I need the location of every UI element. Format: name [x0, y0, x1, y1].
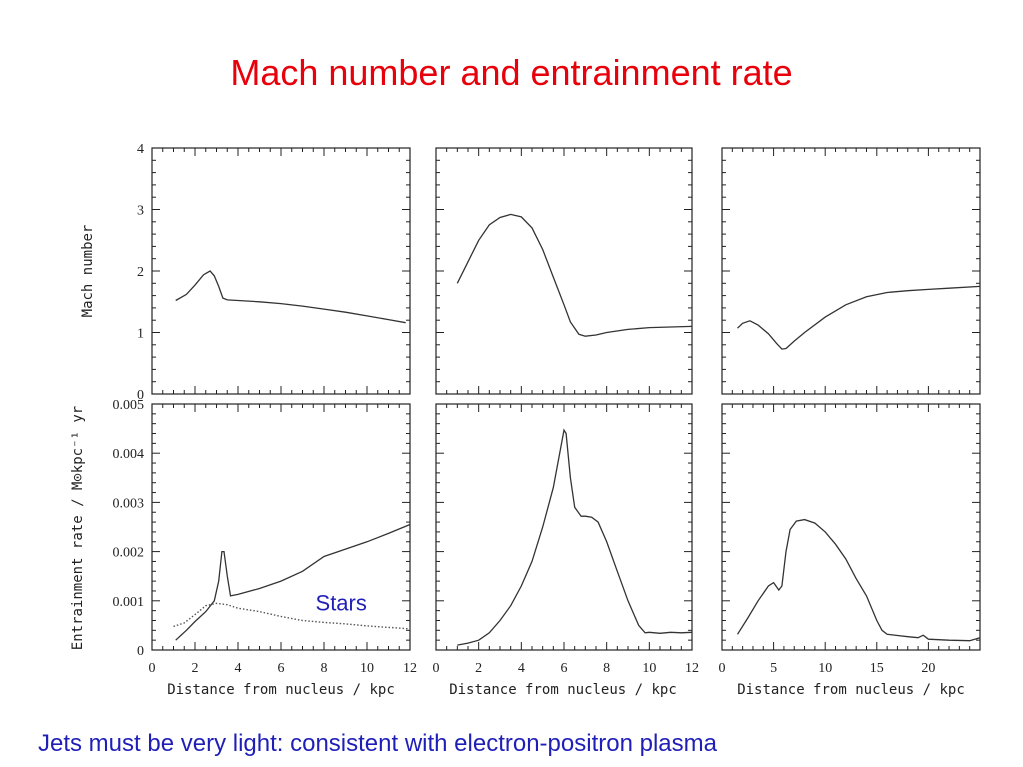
- panel-frame: [435, 403, 693, 651]
- series-line-jet: [175, 270, 406, 324]
- series-line-jet: [456, 213, 693, 337]
- y-axis-label-entrainment: Entrainment rate / M⊙kpc⁻¹ yr: [70, 406, 86, 650]
- x-tick-label: 4: [235, 661, 242, 676]
- x-tick-label: 20: [921, 661, 935, 676]
- y-tick-label: 3: [137, 204, 144, 219]
- y-tick-label: 4: [137, 142, 144, 157]
- series-line-jet: [736, 518, 981, 642]
- series-line-jet: [175, 523, 411, 641]
- panel-frame: [721, 403, 981, 651]
- panel-frame: [151, 147, 411, 395]
- y-tick-label: 0.004: [113, 447, 145, 462]
- x-tick-label: 10: [360, 661, 374, 676]
- x-tick-label: 15: [870, 661, 884, 676]
- x-tick-label: 8: [321, 661, 328, 676]
- x-tick-label: 2: [192, 661, 199, 676]
- panel-top-middle: [435, 147, 693, 395]
- panel-bottom-left: 0 2 4 6 8 10 12 0 0.001 0.002 0.003 0.004 0.005: [113, 398, 418, 676]
- y-tick-label: 0: [137, 388, 144, 403]
- x-tick-label: 8: [603, 661, 610, 676]
- page-title: Mach number and entrainment rate: [230, 52, 793, 93]
- panel-bottom-middle: 0 2 4 6 8 10 12: [433, 403, 699, 676]
- y-axis-label-mach: Mach number: [80, 225, 96, 318]
- x-axis-label-left: Distance from nucleus / kpc: [167, 682, 395, 698]
- y-tick-label: 1: [137, 327, 144, 342]
- x-tick-label: 0: [433, 661, 440, 676]
- x-tick-label: 10: [818, 661, 832, 676]
- x-tick-label: 12: [685, 661, 699, 676]
- stars-annotation: Stars: [316, 591, 367, 616]
- y-tick-label: 0: [137, 644, 144, 659]
- x-tick-label: 0: [719, 661, 726, 676]
- y-tick-label: 2: [137, 265, 144, 280]
- y-tick-label: 0.003: [113, 496, 145, 511]
- x-tick-label: 5: [770, 661, 777, 676]
- y-tick-label: 0.001: [113, 595, 145, 610]
- series-line-jet: [457, 428, 693, 646]
- panel-top-right: [721, 147, 981, 395]
- panel-bottom-right: 0 5 10 15 20: [719, 403, 981, 676]
- x-tick-label: 12: [403, 661, 417, 676]
- series-line-jet: [737, 285, 981, 350]
- y-tick-label: 0.002: [113, 546, 145, 561]
- x-tick-label: 0: [149, 661, 156, 676]
- x-tick-label: 2: [475, 661, 482, 676]
- panel-top-left: 0 1 2 3 4: [137, 142, 411, 403]
- x-tick-label: 10: [642, 661, 656, 676]
- panel-frame: [151, 403, 411, 651]
- x-tick-label: 4: [518, 661, 525, 676]
- x-tick-label: 6: [561, 661, 568, 676]
- panel-frame: [435, 147, 693, 395]
- footer-note: Jets must be very light: consistent with…: [38, 730, 717, 757]
- panel-frame: [721, 147, 981, 395]
- x-axis-label-middle: Distance from nucleus / kpc: [449, 682, 677, 698]
- y-tick-label: 0.005: [113, 398, 145, 413]
- x-tick-label: 6: [278, 661, 285, 676]
- x-axis-label-right: Distance from nucleus / kpc: [737, 682, 965, 698]
